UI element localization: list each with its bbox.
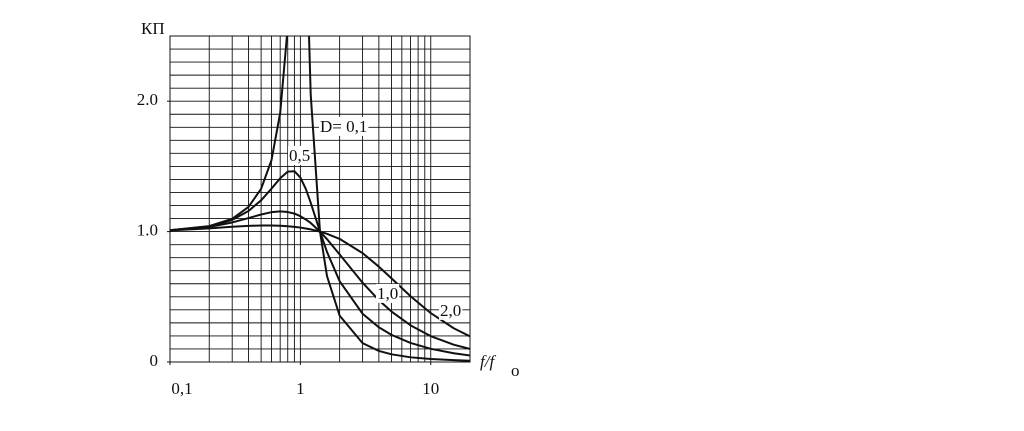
x-axis-label-subscript: o [511,361,520,380]
curve-label-bg [376,283,400,303]
grid [169,35,471,363]
x-tick-label: 1 [296,379,305,398]
curve-label-bg [439,300,463,320]
curve-label: D= 0,1 [320,117,367,136]
curve [170,170,470,357]
y-axis-label: КП [141,19,165,38]
curve [170,210,470,350]
curve [170,224,470,338]
labels: 0 1.0 2.0 0,1 1 10 D= 0,1 0,5 1,0 2,0 [137,90,463,398]
x-tick-label: 0,1 [171,379,192,398]
curves [170,36,470,362]
x-axis-label: f/f [480,352,496,371]
curve-label-bg [288,145,312,165]
curve-label: 0,5 [289,146,310,165]
curve [170,36,470,362]
plot-frame [169,35,471,363]
curve-label-bg [319,116,369,136]
y-tick-label: 1.0 [137,221,158,240]
curve-label: 2,0 [440,301,461,320]
y-tick-label: 2.0 [137,90,158,109]
x-tick-label: 10 [422,379,439,398]
y-tick-label: 0 [150,351,159,370]
curve-label: 1,0 [377,284,398,303]
